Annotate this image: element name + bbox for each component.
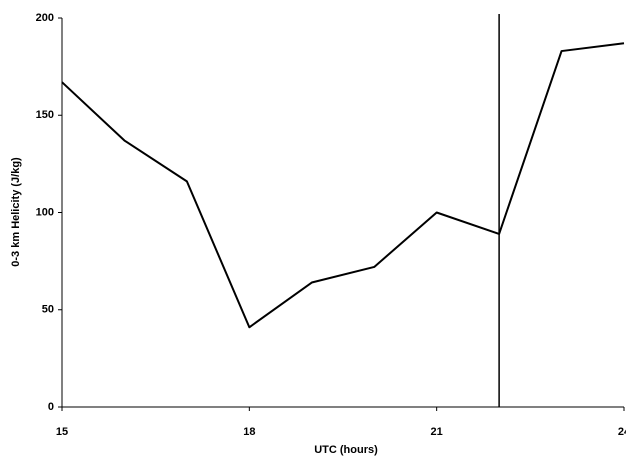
- y-axis-label: 0-3 km Helicity (J/kg): [10, 157, 22, 267]
- data-line: [61, 42, 625, 329]
- y-tick-label: 150: [36, 109, 54, 121]
- y-tick-label: 0: [48, 401, 54, 413]
- y-tick-label: 200: [36, 12, 54, 24]
- y-tick-label: 100: [36, 206, 54, 218]
- x-tick-label: 18: [243, 426, 255, 438]
- x-axis-label: UTC (hours): [314, 444, 378, 456]
- x-tick-label: 24: [618, 426, 626, 438]
- x-tick-label: 15: [56, 426, 68, 438]
- y-tick-label: 50: [42, 304, 54, 316]
- x-tick-label: 21: [431, 426, 443, 438]
